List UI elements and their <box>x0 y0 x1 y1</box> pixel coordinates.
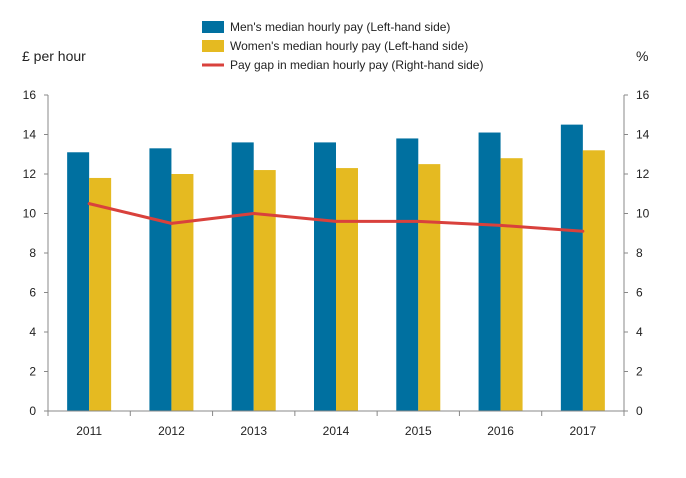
mens-pay-bar-2011 <box>67 152 90 411</box>
left-tick-label: 10 <box>23 207 37 221</box>
womens-pay-bar-2013 <box>253 170 276 411</box>
x-tick-label: 2013 <box>240 424 267 438</box>
legend-label-2: Pay gap in median hourly pay (Right-hand… <box>230 58 483 72</box>
right-tick-label: 0 <box>636 404 643 418</box>
left-tick-label: 0 <box>29 404 36 418</box>
womens-pay-bar-2014 <box>336 168 358 411</box>
pay-gap-point-2015 <box>416 219 420 223</box>
left-axis-ticks: 0 2 4 6 8 10 12 14 16 <box>23 88 48 418</box>
right-tick-label: 6 <box>636 286 643 300</box>
right-tick-label: 16 <box>636 88 650 102</box>
pay-gap-point-2016 <box>499 223 503 227</box>
mens-pay-bar-2015 <box>396 138 419 411</box>
right-axis-ticks: 0 2 4 6 8 10 12 14 16 <box>624 88 650 418</box>
womens-pay-bar-2016 <box>500 158 523 411</box>
legend-swatch-0 <box>202 21 224 33</box>
x-tick-label: 2011 <box>76 424 102 438</box>
mens-pay-bar-2017 <box>560 124 583 411</box>
x-axis-ticks: 2011 2012 2013 2014 2015 2016 2017 <box>76 424 596 438</box>
left-tick-label: 14 <box>23 128 37 142</box>
left-tick-label: 6 <box>29 286 36 300</box>
left-tick-label: 8 <box>29 246 36 260</box>
right-tick-label: 4 <box>636 325 643 339</box>
pay-gap-point-2014 <box>334 219 338 223</box>
pay-gap-point-2012 <box>169 221 173 225</box>
womens-pay-bar-2017 <box>582 150 605 412</box>
x-tick-label: 2016 <box>487 424 514 438</box>
right-tick-label: 14 <box>636 128 650 142</box>
x-tick-label: 2012 <box>158 424 185 438</box>
left-tick-label: 2 <box>29 365 36 379</box>
right-tick-label: 2 <box>636 365 643 379</box>
legend-label-1: Women's median hourly pay (Left-hand sid… <box>230 39 468 53</box>
mens-pay-bar-2014 <box>314 142 336 411</box>
mens-pay-bar-2016 <box>478 132 501 411</box>
legend: Men's median hourly pay (Left-hand side)… <box>202 20 483 72</box>
left-tick-label: 4 <box>29 325 36 339</box>
right-axis-title: % <box>636 48 648 64</box>
left-tick-label: 16 <box>23 88 37 102</box>
x-tick-label: 2015 <box>405 424 432 438</box>
left-tick-label: 12 <box>23 167 37 181</box>
x-tick-label: 2017 <box>570 424 597 438</box>
legend-label-0: Men's median hourly pay (Left-hand side) <box>230 20 450 34</box>
pay-gap-point-2017 <box>581 229 585 233</box>
mens-pay-bar-2013 <box>231 142 254 411</box>
right-tick-label: 8 <box>636 246 643 260</box>
mens-pay-bar-2012 <box>149 148 172 411</box>
womens-pay-bar-2012 <box>171 174 194 411</box>
pay-gap-point-2013 <box>252 212 256 215</box>
right-tick-label: 10 <box>636 207 650 221</box>
legend-swatch-1 <box>202 40 224 52</box>
bars <box>67 124 605 412</box>
axes <box>47 95 625 416</box>
pay-gap-point-2011 <box>87 202 91 206</box>
womens-pay-bar-2015 <box>418 164 441 411</box>
x-tick-label: 2014 <box>323 424 350 438</box>
right-tick-label: 12 <box>636 167 650 181</box>
womens-pay-bar-2011 <box>89 177 112 411</box>
pay-gap-line-group <box>87 202 585 233</box>
left-axis-title: £ per hour <box>22 48 86 64</box>
